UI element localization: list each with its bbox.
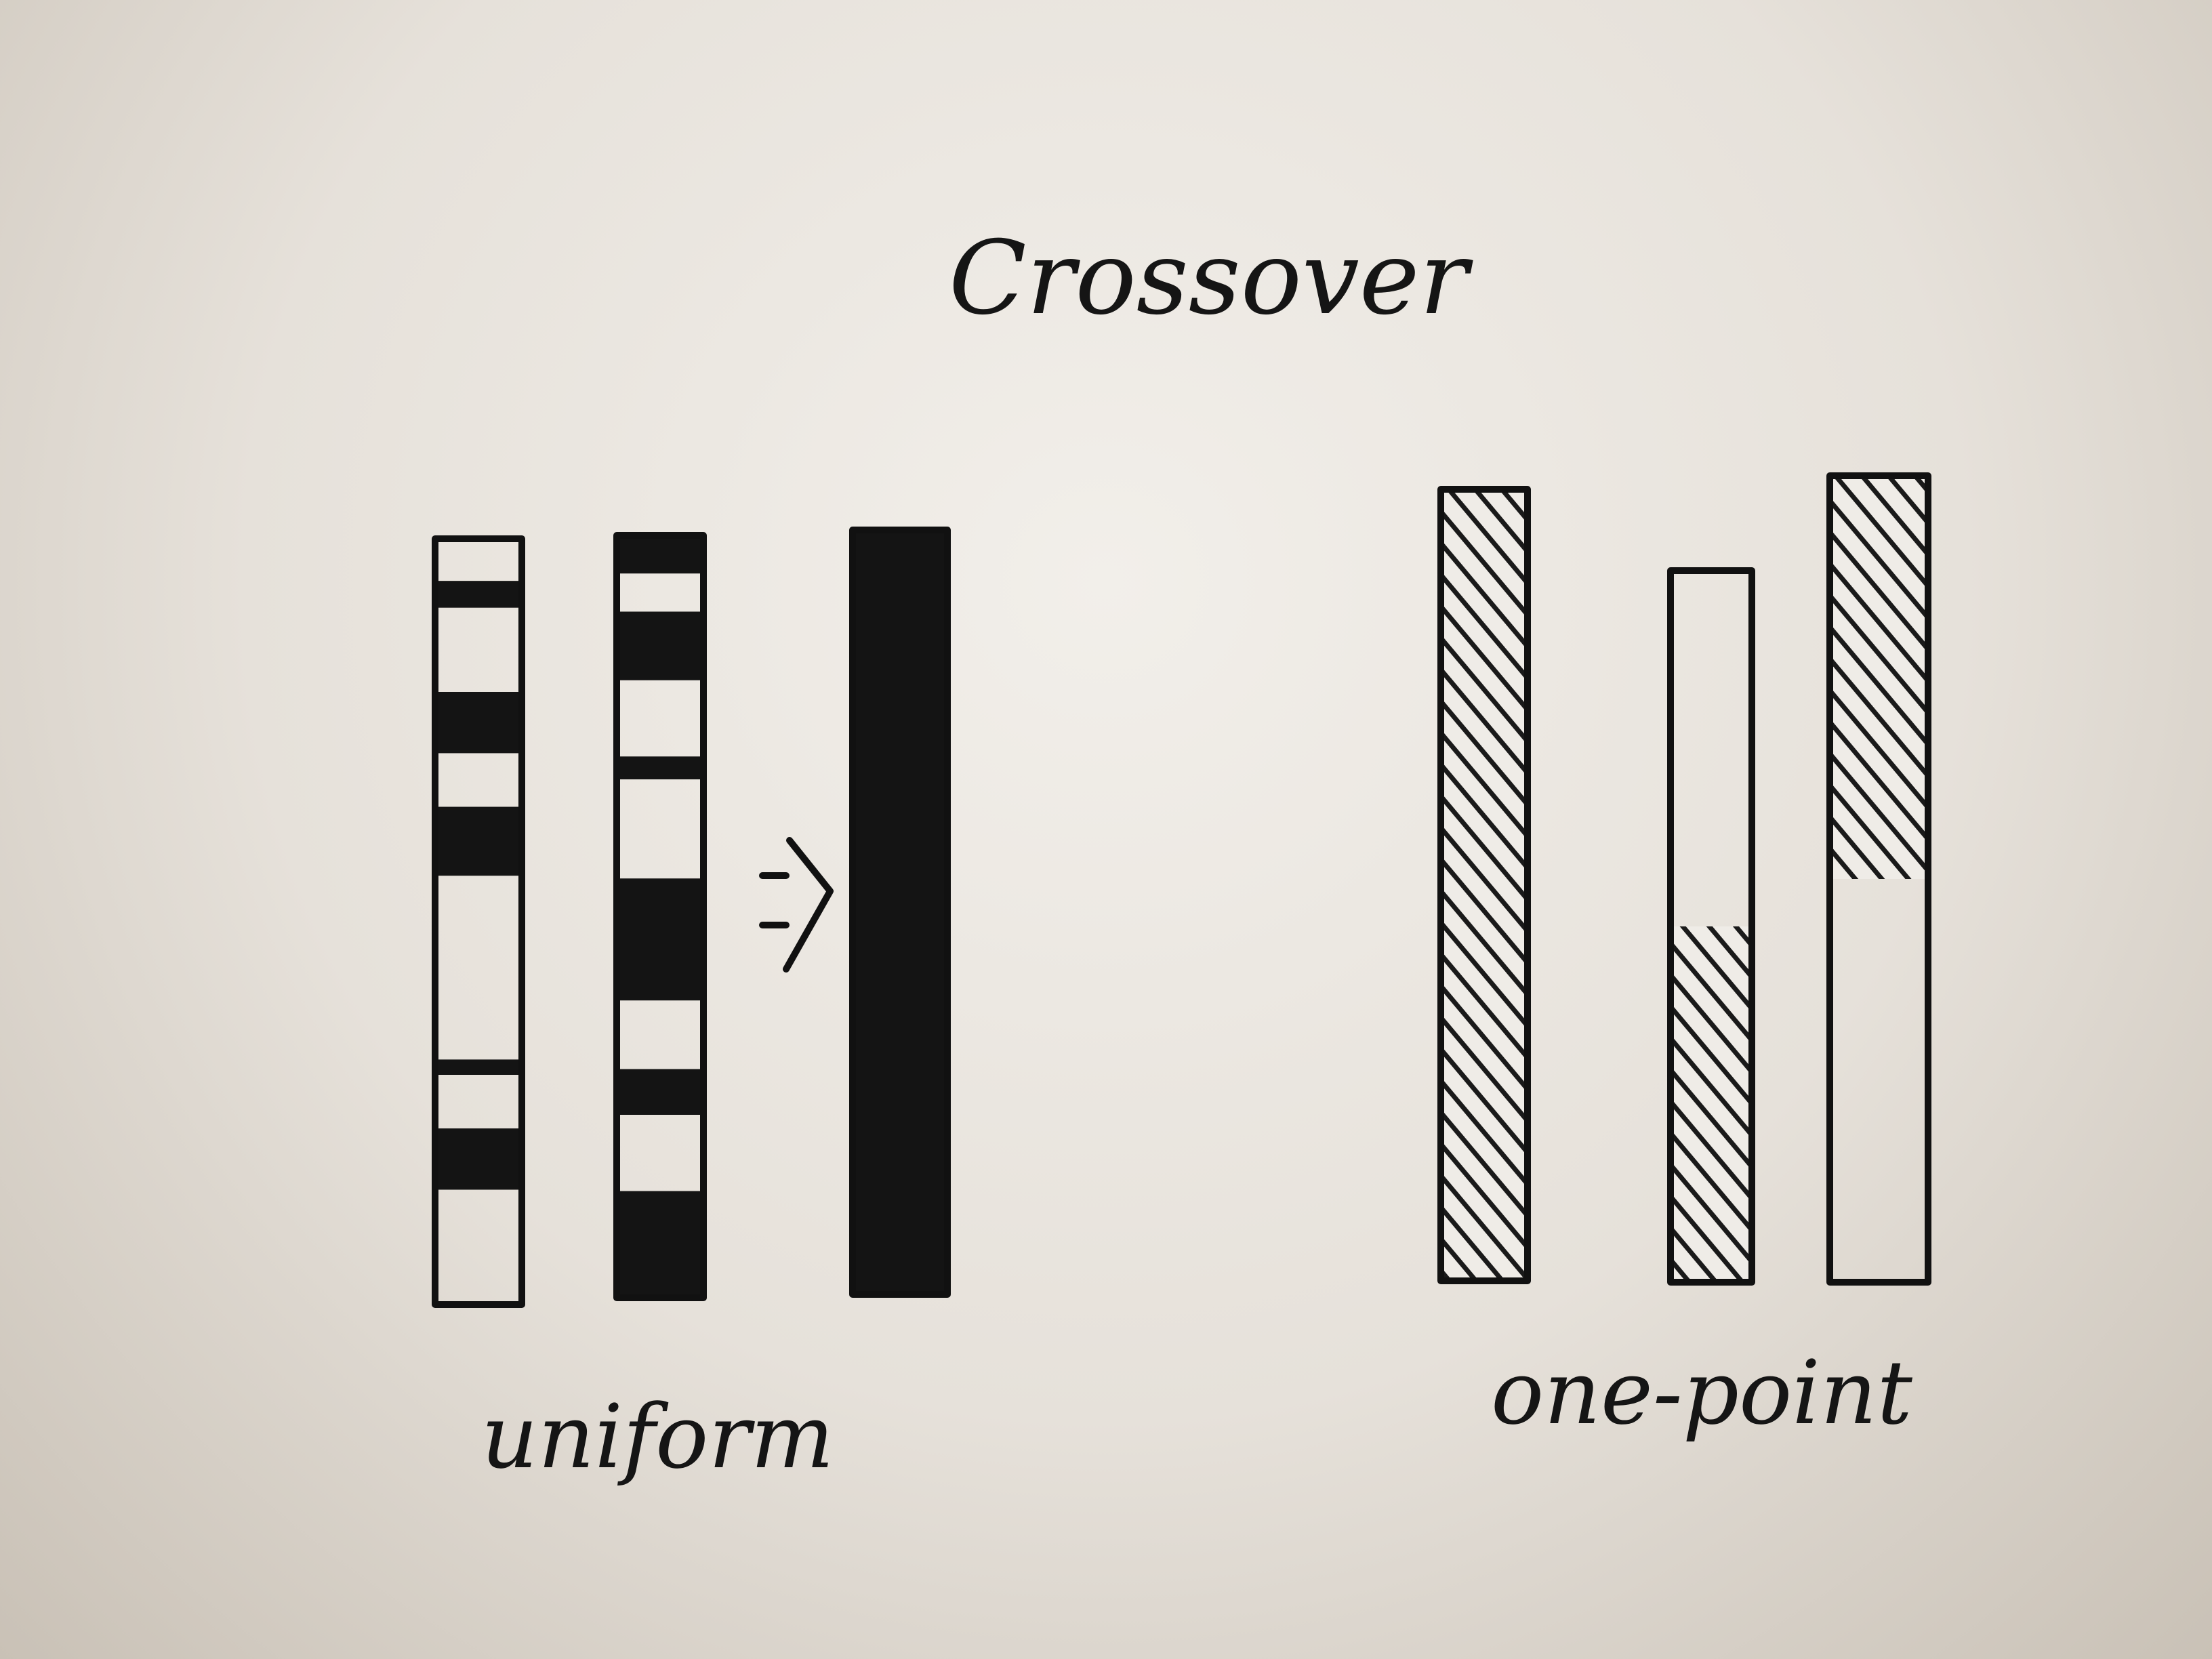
dark-segment bbox=[617, 1069, 703, 1115]
uniform-parent-1-bar bbox=[432, 535, 525, 1308]
one-point-crossover-group: one-point bbox=[1437, 472, 1931, 1444]
hatched-segment bbox=[1441, 489, 1528, 1281]
dark-segment bbox=[853, 530, 947, 1294]
one-point-parent-1-bar bbox=[1437, 486, 1531, 1284]
dark-segment bbox=[435, 1128, 522, 1190]
dark-segment bbox=[617, 535, 703, 574]
uniform-parent-2-bar bbox=[613, 532, 707, 1301]
dark-segment bbox=[435, 1059, 522, 1075]
dark-segment bbox=[617, 878, 703, 1001]
one-point-label: one-point bbox=[1491, 1341, 1913, 1444]
diagram-title: Crossover bbox=[949, 220, 1474, 337]
dark-segment bbox=[435, 581, 522, 608]
dark-segment bbox=[617, 611, 703, 680]
dark-segment bbox=[435, 806, 522, 876]
uniform-child-bar bbox=[849, 527, 951, 1298]
double-arrow-icon bbox=[759, 837, 834, 972]
bar-outline bbox=[1667, 567, 1755, 1286]
hatched-segment bbox=[1671, 926, 1752, 1282]
one-point-child-bar bbox=[1826, 472, 1931, 1286]
uniform-label: uniform bbox=[481, 1385, 834, 1488]
dark-segment bbox=[617, 1191, 703, 1298]
dark-segment bbox=[435, 692, 522, 754]
bar-outline bbox=[432, 535, 525, 1308]
bar-outline bbox=[1437, 486, 1531, 1284]
bar-outline bbox=[849, 527, 951, 1298]
dark-segment bbox=[617, 756, 703, 779]
hatched-segment bbox=[1830, 476, 1928, 879]
one-point-parent-2-bar bbox=[1667, 567, 1755, 1286]
uniform-crossover-group: uniform bbox=[432, 527, 951, 1488]
bar-outline bbox=[613, 532, 707, 1301]
bar-outline bbox=[1826, 472, 1931, 1286]
